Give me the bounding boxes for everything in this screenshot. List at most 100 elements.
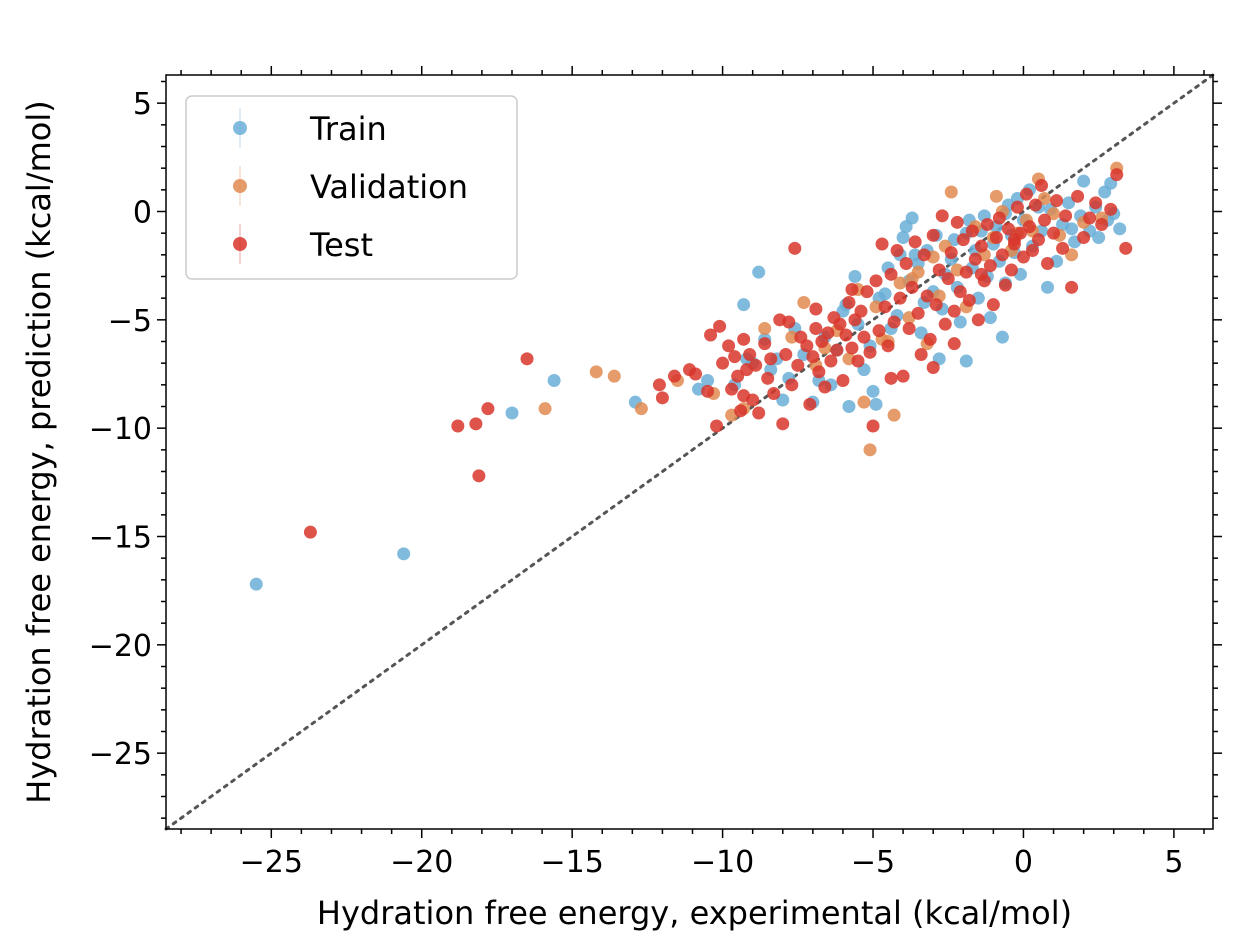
data-point-train	[547, 374, 561, 387]
data-point-validation	[869, 300, 883, 314]
data-point-test	[704, 328, 718, 342]
data-point-test	[821, 326, 835, 340]
y-tick-label: 5	[133, 87, 152, 122]
data-point-test	[710, 419, 724, 433]
data-point-test	[920, 289, 934, 303]
data-point-validation	[797, 296, 811, 309]
data-point-test	[713, 319, 727, 333]
legend-label: Validation	[310, 168, 468, 206]
y-axis-label: Hydration free energy, prediction (kcal/…	[20, 100, 58, 803]
data-point-validation	[863, 443, 877, 457]
data-point-test	[303, 525, 317, 539]
data-point-test	[881, 339, 895, 353]
data-point-validation	[989, 189, 1003, 203]
data-point-test	[1016, 250, 1030, 264]
data-point-test	[938, 317, 952, 331]
data-point-test	[998, 278, 1012, 292]
data-point-train	[505, 406, 519, 420]
data-point-test	[893, 291, 907, 305]
data-point-test	[989, 231, 1003, 244]
data-point-test	[830, 343, 844, 357]
data-point-test	[782, 315, 796, 329]
data-point-validation	[607, 369, 621, 383]
data-point-test	[809, 322, 823, 335]
data-point-test	[689, 367, 703, 381]
x-tick-label: −20	[390, 845, 453, 880]
data-point-test	[845, 341, 859, 355]
data-point-test	[887, 315, 901, 329]
data-point-train	[1062, 196, 1076, 210]
data-point-test	[752, 406, 766, 420]
data-point-test	[701, 384, 715, 398]
y-tick-labels: −25 −20 −15 −10 −5 0 5	[89, 87, 152, 772]
data-point-test	[818, 380, 832, 394]
data-point-test	[926, 361, 940, 374]
data-point-test	[962, 293, 976, 307]
data-point-train	[953, 315, 967, 329]
data-point-validation	[758, 322, 772, 335]
data-point-test	[655, 391, 669, 405]
data-point-test	[1095, 218, 1109, 231]
data-point-validation	[857, 395, 871, 409]
data-point-test	[728, 350, 742, 364]
data-point-test	[839, 328, 853, 342]
data-point-test	[935, 209, 949, 223]
legend-box	[185, 95, 518, 280]
data-point-test	[896, 369, 910, 383]
data-point-test	[980, 218, 994, 231]
data-point-test	[884, 267, 898, 281]
data-point-test	[824, 354, 838, 368]
legend-entries: Train Validation Test	[233, 108, 468, 264]
data-point-test	[1010, 200, 1024, 214]
y-tick-label: −10	[89, 412, 152, 447]
data-point-test	[1041, 257, 1055, 270]
data-point-test	[965, 224, 979, 238]
ticks-layer	[157, 66, 1222, 838]
data-point-test	[953, 285, 967, 299]
data-point-train	[866, 384, 880, 398]
y-tick-label: −25	[89, 737, 152, 772]
data-point-test	[812, 365, 826, 379]
data-point-test	[917, 248, 931, 262]
data-point-test	[1022, 220, 1036, 234]
data-point-test	[652, 378, 666, 392]
data-point-test	[878, 300, 892, 314]
data-point-test	[1032, 233, 1045, 247]
legend-entry-train: Train	[233, 108, 387, 148]
data-point-test	[746, 393, 760, 407]
data-point-validation	[944, 185, 958, 199]
x-tick-labels: −25 −20 −15 −10 −5 0 5	[240, 845, 1184, 880]
data-point-test	[899, 257, 913, 270]
data-point-train	[842, 400, 856, 413]
data-point-train	[1077, 174, 1091, 188]
data-point-test	[860, 285, 874, 299]
data-point-test	[905, 280, 919, 294]
plot-frame	[165, 74, 1214, 830]
data-point-train	[776, 393, 790, 407]
data-point-test	[767, 387, 781, 400]
data-point-test	[520, 352, 534, 366]
data-point-test	[1028, 198, 1042, 212]
data-point-test	[725, 382, 739, 396]
data-point-test	[791, 358, 805, 372]
data-point-test	[863, 345, 877, 359]
data-point-test	[1038, 213, 1052, 227]
x-tick-label: −10	[691, 845, 754, 880]
data-point-test	[743, 348, 757, 361]
data-point-test	[800, 339, 814, 353]
data-point-test	[866, 419, 880, 433]
data-point-test	[875, 237, 889, 251]
data-point-test	[1056, 241, 1070, 255]
data-point-test	[983, 259, 997, 273]
data-point-train	[848, 270, 862, 283]
data-point-test	[1035, 179, 1049, 192]
data-point-test	[1001, 222, 1015, 236]
data-point-train	[752, 265, 766, 279]
data-point-train	[905, 211, 919, 225]
legend-entry-validation: Validation	[233, 166, 468, 206]
data-point-train	[1041, 280, 1055, 294]
data-point-validation	[1065, 248, 1079, 262]
data-point-test	[1065, 280, 1079, 294]
legend-label: Test	[309, 226, 373, 264]
data-point-validation	[538, 402, 552, 416]
